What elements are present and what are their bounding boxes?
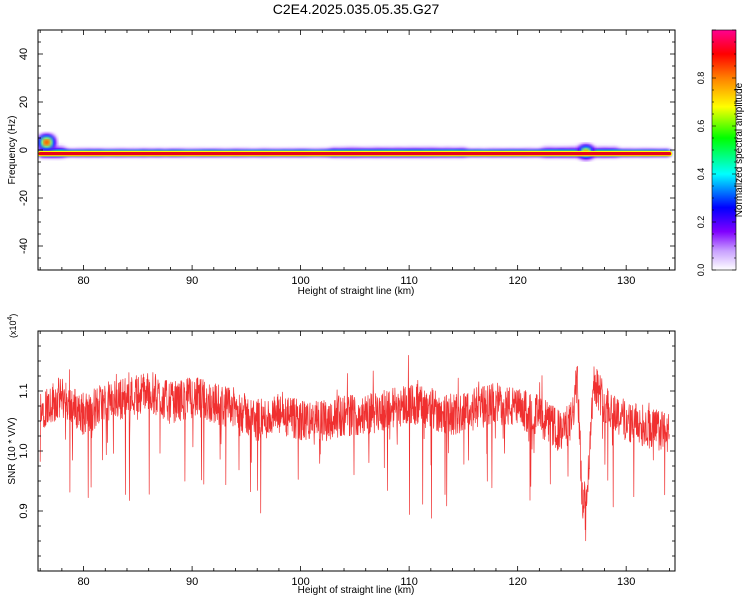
snr-plot-area [38,331,675,571]
snr-y-tick-label: 0.9 [18,503,30,518]
snr-series-line [39,355,670,542]
spectrogram-y-tick-label: 0 [18,147,30,153]
colorbar-tick-label: 0.6 [696,120,706,133]
colorbar: 0.0 0.2 0.4 0.6 0.8 Normalized spectral ampl… [696,29,745,277]
spectrogram-y-tick-label: 20 [18,96,30,108]
snr-x-tick-label: 110 [400,576,418,588]
snr-y-ticks: 0.9 1.0 1.1 [18,330,675,572]
figure-title: C2E4.2025.035.05.35.G27 [273,1,440,17]
spectrogram-x-tick-label: 110 [400,275,418,287]
spectrogram-panel: 80 90 100 110 120 130 -40 -20 0 20 40 Height of s… [7,29,676,297]
colorbar-label: Normalized spectral amplitude [734,82,745,217]
snr-x-tick-label: 90 [186,576,198,588]
spectrogram-y-tick-label: -40 [18,238,30,254]
spectrogram-peak-blob [43,139,50,146]
spectrogram-x-ticks: 80 90 100 110 120 130 [39,30,670,287]
snr-y-tick-label: 1.1 [18,383,30,398]
snr-x-label: Height of straight line (km) [298,585,415,596]
spectrogram-x-tick-label: 90 [186,275,198,287]
spectrogram-x-label: Height of straight line (km) [298,286,415,297]
colorbar-tick-label: 0.4 [696,168,706,181]
snr-x-tick-label: 80 [77,576,89,588]
spectrogram-y-tick-label: 40 [18,48,30,60]
snr-y-tick-label: 1.0 [18,443,30,458]
colorbar-tick-label: 0.8 [696,72,706,85]
snr-y-exponent: (x104) [7,314,18,338]
spectrogram-x-tick-label: 130 [617,275,635,287]
snr-x-tick-label: 120 [508,576,526,588]
snr-y-label: SNR (10 * V/V) [7,417,18,484]
snr-x-tick-label: 100 [291,576,309,588]
colorbar-ticks: 0.0 0.2 0.4 0.6 0.8 [696,29,736,277]
spectrogram-heatmap [38,133,673,161]
colorbar-gradient [711,29,737,271]
colorbar-tick-label: 0.2 [696,216,706,229]
snr-panel: 80 90 100 110 120 130 0.9 1.0 1.1 Height of str… [7,314,676,596]
colorbar-tick-label: 0.0 [696,264,706,277]
spectrogram-y-label: Frequency (Hz) [7,116,18,185]
spectrogram-x-tick-label: 120 [508,275,526,287]
spectrogram-x-tick-label: 80 [77,275,89,287]
spectrogram-y-tick-label: -20 [18,190,30,206]
spectrogram-y-ticks: -40 -20 0 20 40 [18,29,675,271]
spectrogram-x-tick-label: 100 [291,275,309,287]
snr-x-ticks: 80 90 100 110 120 130 [39,331,670,588]
snr-x-tick-label: 130 [617,576,635,588]
